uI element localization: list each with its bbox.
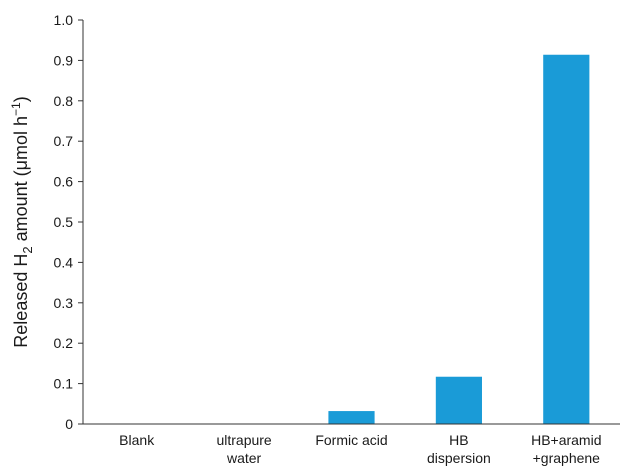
y-tick-label: 0.2: [54, 335, 74, 351]
x-tick-label-line: water: [226, 450, 262, 466]
x-tick-label-line: HB: [449, 432, 468, 448]
y-tick-label: 0.6: [54, 174, 74, 190]
bar: [435, 376, 482, 424]
y-tick-label: 0.1: [54, 376, 74, 392]
bars-group: [328, 54, 590, 425]
x-tick-label-line: ultrapure: [216, 432, 271, 448]
x-tick-label: ultrapure water: [216, 432, 271, 466]
y-axis-label: Released H2 amount (μmol h−1): [9, 96, 35, 347]
x-tick-label-line: HB+aramid: [531, 432, 601, 448]
bar: [543, 54, 590, 425]
x-tick-label-line: Formic acid: [315, 432, 387, 448]
y-tick-label: 0.4: [54, 254, 74, 270]
y-tick-label: 0.9: [54, 52, 74, 68]
y-axis-label-subscript: 2: [20, 246, 35, 253]
plot-area: 0 0.1 0.2 0.3 0.4 0.5 0.6 0.7 0.8 0.9 1.0 Blank ult…: [54, 12, 620, 466]
bar: [328, 411, 375, 424]
x-tick-label-line: dispersion: [427, 450, 491, 466]
x-ticks-group: Blank ultrapure water Formic acid HB dispersi…: [119, 432, 601, 466]
x-tick-label: Blank: [119, 432, 155, 448]
y-axis-label-superscript: −1: [9, 102, 23, 116]
x-tick-label-line: Blank: [119, 432, 155, 448]
y-ticks-group: 0 0.1 0.2 0.3 0.4 0.5 0.6 0.7 0.8 0.9 1.0: [54, 12, 83, 432]
x-tick-label: Formic acid: [315, 432, 387, 448]
x-tick-label-line: +graphene: [533, 450, 601, 466]
x-tick-label: HB+aramid +graphene: [531, 432, 601, 466]
y-tick-label: 0.5: [54, 214, 74, 230]
y-tick-label: 0.7: [54, 133, 74, 149]
y-tick-label: 1.0: [54, 12, 74, 28]
y-axis-label-close: ): [11, 96, 31, 102]
x-tick-label: HB dispersion: [427, 432, 491, 466]
y-axis-label-prefix: Released H: [11, 254, 31, 348]
y-tick-label: 0: [65, 416, 73, 432]
y-tick-label: 0.8: [54, 93, 74, 109]
y-tick-label: 0.3: [54, 295, 74, 311]
y-axis-label-suffix: amount (μmol h: [11, 116, 31, 246]
